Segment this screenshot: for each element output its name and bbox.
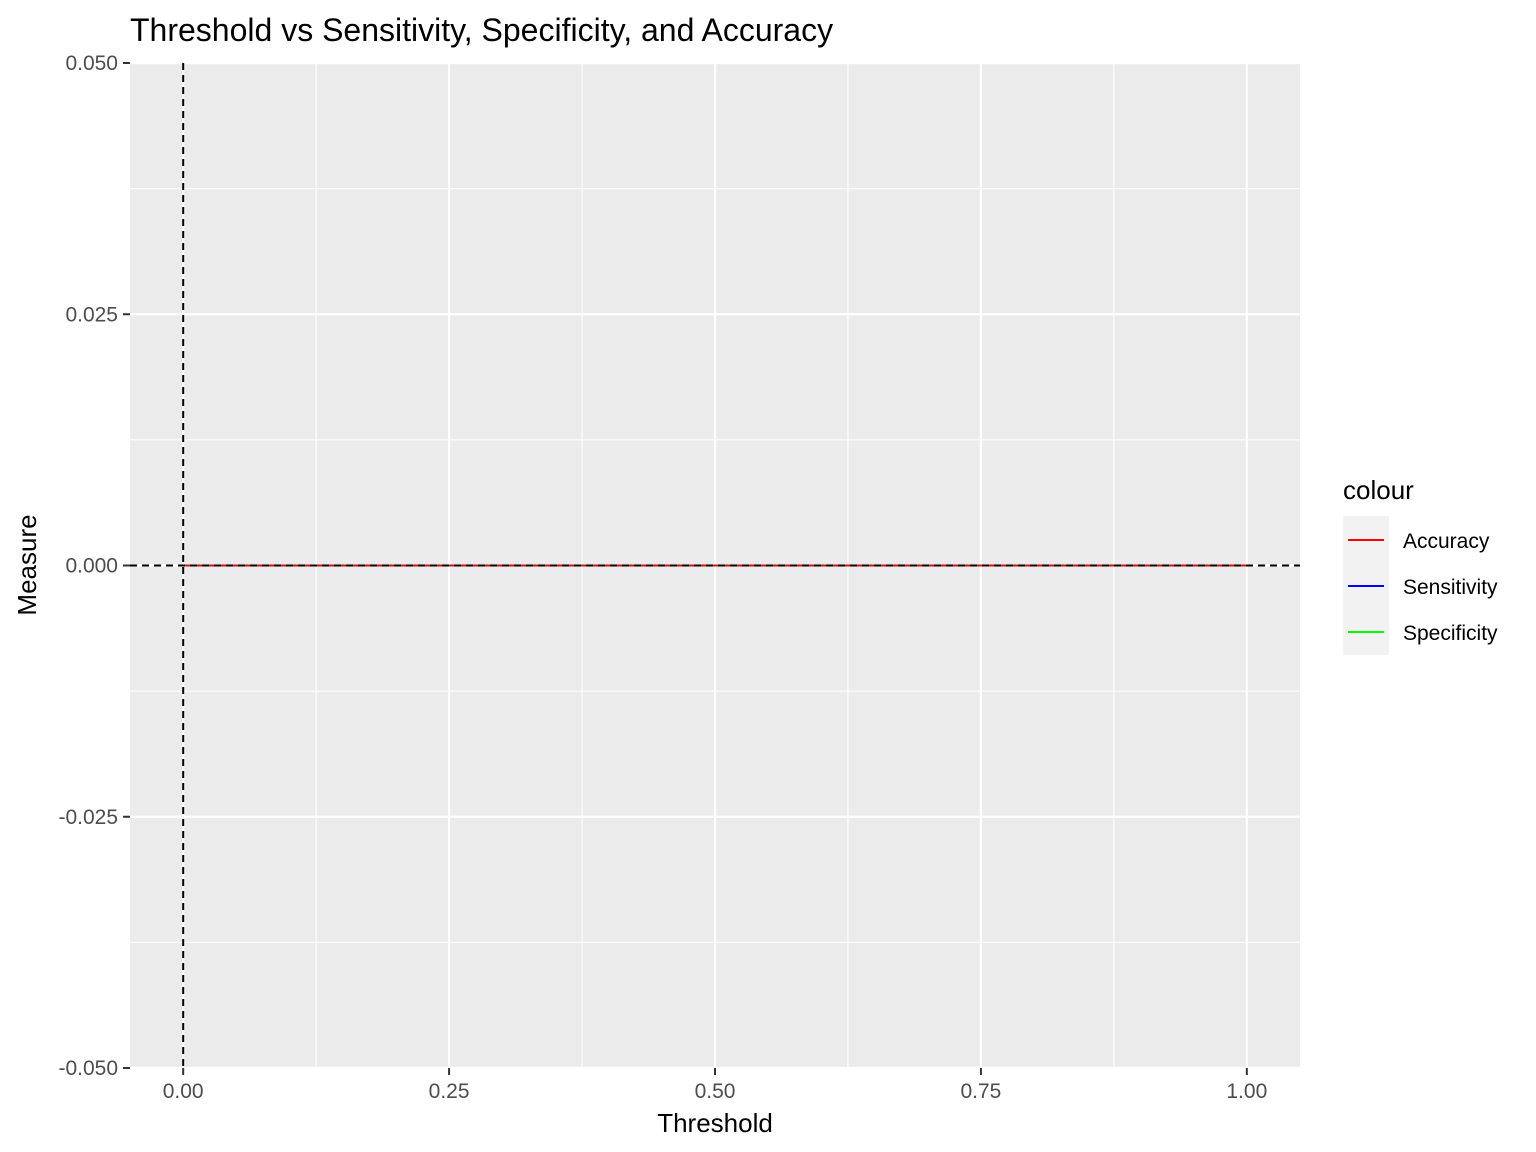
x-tick-label: 0.25 [429, 1080, 470, 1103]
legend-label-sensitivity: Sensitivity [1403, 576, 1498, 599]
y-tick-label: -0.050 [58, 1057, 118, 1080]
legend-label-specificity: Specificity [1403, 622, 1498, 645]
y-tick-label: 0.000 [65, 555, 118, 578]
x-axis-label: Threshold [657, 1108, 773, 1138]
legend-title: colour [1343, 475, 1414, 505]
legend: colour Accuracy Sensitivity Specificity [1343, 475, 1498, 655]
x-tick-label: 0.50 [695, 1080, 736, 1103]
y-tick-label: -0.025 [58, 806, 118, 829]
x-tick-label: 0.00 [163, 1080, 204, 1103]
chart-title: Threshold vs Sensitivity, Specificity, a… [130, 12, 833, 48]
x-tick-label: 0.75 [960, 1080, 1001, 1103]
legend-label-accuracy: Accuracy [1403, 530, 1490, 553]
x-tick-label: 1.00 [1226, 1080, 1267, 1103]
reference-lines [130, 63, 1300, 1068]
y-tick-label: 0.050 [65, 52, 118, 75]
y-tick-label: 0.025 [65, 303, 118, 326]
legend-items: Accuracy Sensitivity Specificity [1348, 530, 1498, 645]
axes: 0.00 0.25 0.50 0.75 1.00 -0.050 -0.025 0.000 0.0… [58, 52, 1267, 1103]
y-axis-label: Measure [12, 514, 42, 615]
